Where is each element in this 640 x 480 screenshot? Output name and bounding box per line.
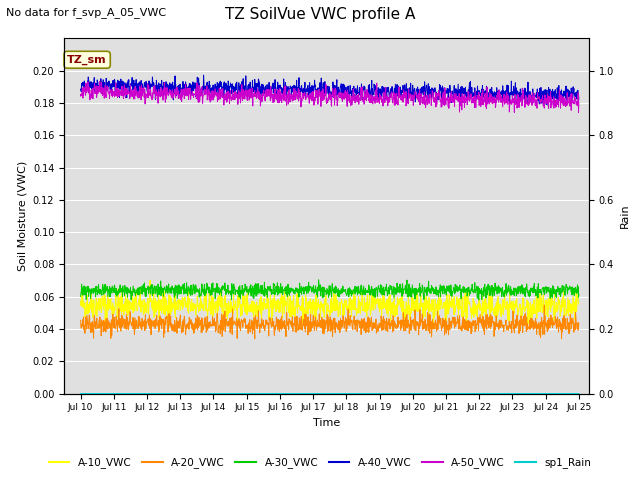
Legend: A-10_VWC, A-20_VWC, A-30_VWC, A-40_VWC, A-50_VWC, sp1_Rain: A-10_VWC, A-20_VWC, A-30_VWC, A-40_VWC, …: [44, 453, 596, 472]
X-axis label: Time: Time: [313, 418, 340, 428]
Text: No data for f_svp_A_05_VWC: No data for f_svp_A_05_VWC: [6, 7, 166, 18]
Text: TZ SoilVue VWC profile A: TZ SoilVue VWC profile A: [225, 7, 415, 22]
Y-axis label: Soil Moisture (VWC): Soil Moisture (VWC): [17, 161, 28, 271]
Y-axis label: Rain: Rain: [620, 204, 630, 228]
Text: TZ_sm: TZ_sm: [67, 55, 107, 65]
